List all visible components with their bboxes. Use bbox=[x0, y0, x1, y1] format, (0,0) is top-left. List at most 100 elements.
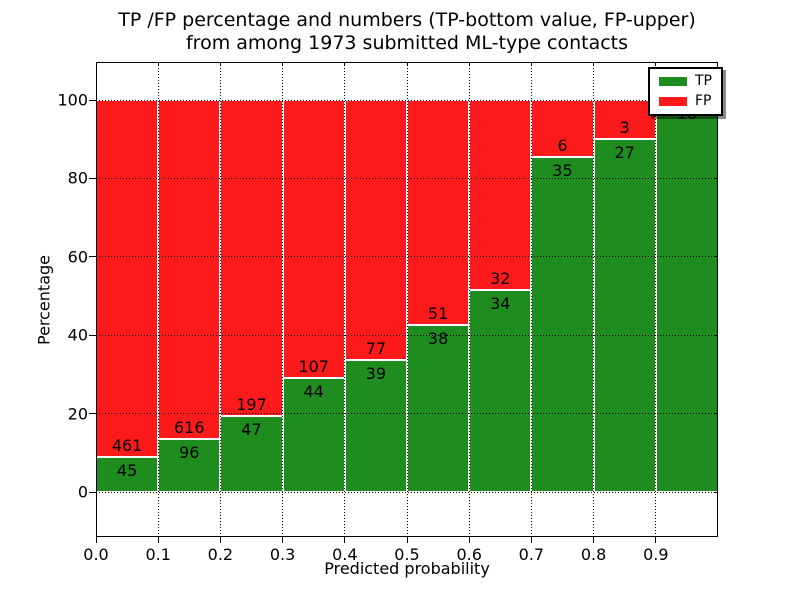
bar-segment-fp bbox=[344, 100, 407, 361]
fp-count-label: 197 bbox=[236, 395, 267, 415]
tp-count-label: 34 bbox=[490, 294, 511, 314]
legend-label: TP bbox=[695, 73, 712, 89]
x-tick-label: 0.1 bbox=[145, 545, 171, 564]
x-tick-label: 0.9 bbox=[643, 545, 669, 564]
tp-count-label: 39 bbox=[365, 364, 387, 384]
bar-segment-tp bbox=[469, 290, 532, 492]
bar-segment-tp bbox=[531, 157, 594, 492]
chart-title-line2: from among 1973 submitted ML-type contac… bbox=[185, 32, 629, 54]
x-tick-top bbox=[344, 62, 346, 66]
tp-count-label: 45 bbox=[116, 461, 138, 481]
legend: TP FP bbox=[648, 67, 723, 116]
x-tick-label: 0.7 bbox=[518, 545, 545, 564]
fp-count-label: 107 bbox=[298, 356, 329, 376]
x-tick-top bbox=[157, 62, 159, 66]
y-tick bbox=[89, 334, 96, 336]
y-tick bbox=[89, 413, 96, 415]
legend-label: FP bbox=[695, 93, 712, 109]
x-tick-top bbox=[530, 62, 532, 66]
x-tick bbox=[655, 537, 657, 543]
y-tick bbox=[89, 491, 96, 493]
y-gridline bbox=[96, 491, 718, 493]
x-gridline bbox=[655, 62, 657, 537]
x-tick-label: 0.5 bbox=[394, 545, 420, 564]
x-gridline bbox=[406, 62, 408, 537]
tp-count-label: 96 bbox=[179, 443, 200, 463]
x-tick bbox=[96, 537, 97, 543]
y-gridline bbox=[96, 413, 718, 415]
legend-swatch-tp bbox=[659, 77, 687, 86]
y-gridline bbox=[96, 177, 718, 179]
y-tick-label: 20 bbox=[67, 404, 88, 424]
x-gridline bbox=[282, 62, 284, 537]
plot-area: 4546196616471974410739773851343235627318… bbox=[57, 62, 718, 564]
tp-count-label: 47 bbox=[241, 420, 262, 440]
x-tick-top bbox=[282, 62, 284, 66]
bar-segment-fp bbox=[96, 100, 159, 458]
bar-segment-tp bbox=[220, 416, 283, 492]
x-gridline bbox=[530, 62, 532, 537]
y-tick-right bbox=[714, 256, 718, 258]
y-tick-label: 0 bbox=[77, 482, 88, 502]
bar-segment-fp bbox=[220, 100, 283, 417]
fp-count-label: 77 bbox=[365, 339, 387, 359]
y-tick bbox=[89, 99, 96, 101]
x-tick bbox=[468, 537, 470, 543]
tp-count-label: 35 bbox=[552, 161, 573, 181]
x-tick-label: 0.0 bbox=[83, 545, 109, 564]
x-tick-top bbox=[468, 62, 470, 66]
x-tick-top bbox=[219, 62, 221, 66]
x-tick bbox=[406, 537, 408, 543]
x-tick bbox=[344, 537, 346, 543]
x-gridline bbox=[157, 62, 159, 537]
x-tick-label: 0.6 bbox=[456, 545, 482, 564]
x-axis-label: Predicted probability bbox=[324, 559, 490, 578]
legend-row: FP bbox=[659, 94, 712, 109]
x-tick-top bbox=[593, 62, 595, 66]
x-gridline bbox=[593, 62, 595, 537]
bar-segment-tp bbox=[407, 324, 470, 492]
y-tick-right bbox=[714, 413, 718, 415]
tp-count-label: 38 bbox=[427, 328, 449, 348]
x-tick bbox=[157, 537, 159, 543]
y-tick-right bbox=[714, 491, 718, 493]
legend-row: TP bbox=[659, 74, 712, 89]
y-tick-label: 40 bbox=[67, 325, 88, 345]
y-axis-label: Percentage bbox=[34, 254, 54, 346]
y-tick bbox=[89, 177, 96, 179]
x-gridline bbox=[344, 62, 346, 537]
tp-count-label: 44 bbox=[303, 381, 324, 401]
bar-segment-tp bbox=[655, 100, 718, 492]
fp-count-label: 616 bbox=[174, 418, 205, 438]
legend-swatch-fp bbox=[659, 97, 687, 106]
bar-segment-fp bbox=[158, 100, 221, 440]
y-gridline bbox=[96, 256, 718, 258]
fp-count-label: 32 bbox=[490, 269, 511, 289]
y-tick-right bbox=[714, 334, 718, 336]
x-tick-label: 0.8 bbox=[580, 545, 607, 564]
y-tick-right bbox=[714, 177, 718, 179]
bar-segment-fp bbox=[469, 100, 532, 291]
x-tick-label: 0.4 bbox=[332, 545, 358, 564]
fp-count-label: 6 bbox=[557, 136, 568, 156]
fp-count-label: 51 bbox=[427, 303, 449, 323]
y-tick-label: 60 bbox=[67, 247, 88, 267]
x-tick-label: 0.2 bbox=[207, 545, 234, 564]
x-tick bbox=[219, 537, 221, 543]
bar-segment-tp bbox=[344, 360, 407, 492]
y-tick bbox=[89, 256, 96, 258]
bar-segment-tp bbox=[282, 377, 345, 492]
y-tick-label: 100 bbox=[57, 90, 88, 110]
bar-segment-fp bbox=[593, 100, 656, 140]
x-gridline bbox=[468, 62, 470, 537]
x-tick-top bbox=[406, 62, 408, 66]
x-tick-label: 0.3 bbox=[269, 545, 296, 564]
x-tick-top bbox=[655, 62, 657, 66]
bar-segment-fp bbox=[407, 100, 470, 325]
tp-count-label: 27 bbox=[614, 143, 635, 163]
bar-segment-fp bbox=[531, 100, 594, 158]
y-tick-label: 80 bbox=[67, 168, 88, 188]
chart-title-line1: TP /FP percentage and numbers (TP-bottom… bbox=[118, 9, 696, 31]
x-gridline bbox=[219, 62, 221, 537]
bar-segment-tp bbox=[593, 139, 656, 492]
